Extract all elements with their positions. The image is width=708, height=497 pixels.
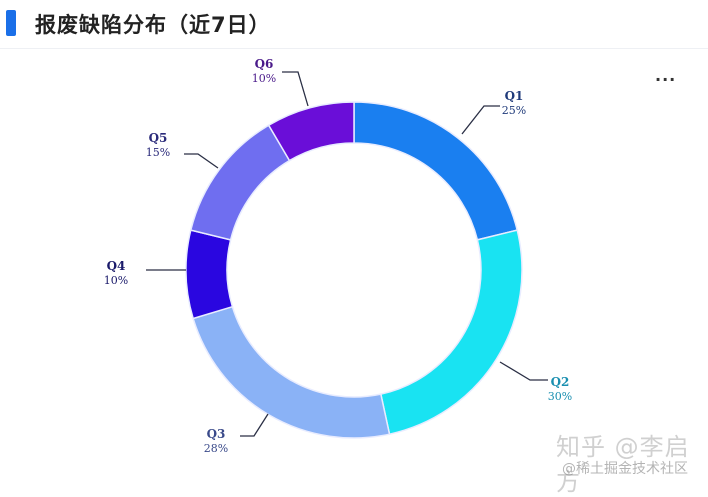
watermark-juejin: @稀土掘金技术社区 [562, 461, 688, 477]
watermark-zhihu: 知乎 @李启方 [556, 433, 690, 496]
segment-label-percent: 15% [146, 146, 170, 159]
donut-segment-q6[interactable] [267, 101, 355, 162]
segment-label-name: Q1 [505, 89, 524, 103]
chart-header: 报废缺陷分布（近7日） [0, 0, 708, 49]
donut-segment-q1[interactable] [353, 101, 519, 241]
title-accent-bar [6, 10, 16, 36]
donut-segment-q2[interactable] [379, 229, 523, 436]
segment-label-name: Q4 [107, 259, 126, 273]
more-options-icon[interactable]: ... [655, 66, 677, 85]
segment-label-percent: 10% [252, 72, 276, 85]
segment-label-name: Q6 [255, 57, 274, 71]
leader-line [499, 361, 548, 381]
donut-segment-q3[interactable] [192, 305, 391, 439]
segment-label-percent: 25% [502, 104, 526, 117]
leader-line [184, 153, 219, 169]
leader-line [282, 71, 309, 107]
leader-line [461, 105, 500, 135]
donut-segment-q5[interactable] [189, 124, 291, 241]
segment-label-percent: 30% [548, 390, 572, 403]
segment-label-name: Q2 [551, 375, 570, 389]
segment-label-name: Q3 [207, 427, 226, 441]
segment-label-percent: 28% [204, 442, 228, 455]
leader-line [240, 413, 269, 437]
segment-label-percent: 10% [104, 274, 128, 287]
chart-title: 报废缺陷分布（近7日） [35, 13, 271, 37]
segment-label-name: Q5 [149, 131, 168, 145]
donut-segment-q4[interactable] [185, 229, 234, 320]
